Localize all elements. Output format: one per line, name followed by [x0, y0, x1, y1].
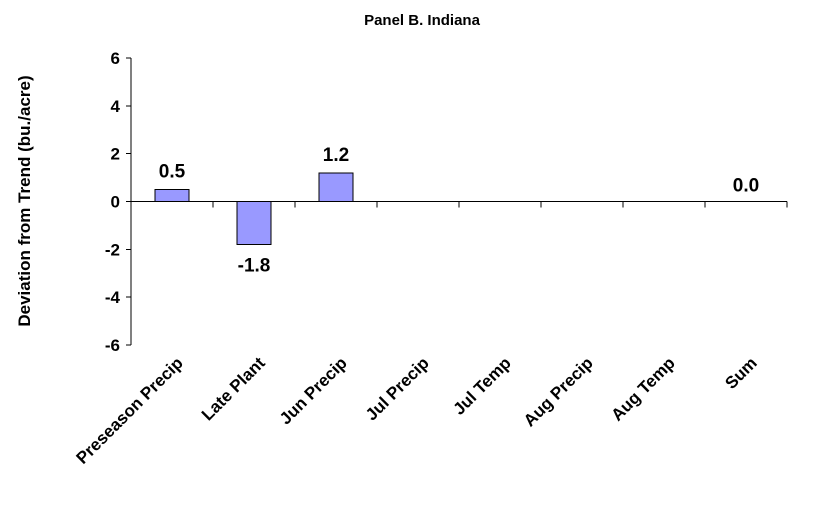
- x-tick-label: Jul Precip: [362, 353, 433, 424]
- x-tick-label: Jun Precip: [276, 353, 351, 428]
- y-tick-label: 6: [111, 49, 120, 68]
- y-tick-label: 0: [111, 193, 120, 212]
- data-label: 0.5: [159, 162, 186, 183]
- y-tick-label: -6: [105, 336, 120, 355]
- data-labels: 0.5 -1.8 1.2 0.0: [159, 145, 759, 277]
- bars: [154, 172, 354, 246]
- bar: [236, 201, 272, 246]
- y-tick-label: 2: [111, 145, 120, 164]
- x-tick-label: Aug Temp: [608, 353, 679, 424]
- y-axis-label: Deviation from Trend (bu./acre): [15, 75, 34, 326]
- x-tick-label: Late Plant: [198, 353, 269, 424]
- chart-title: Panel B. Indiana: [364, 12, 481, 29]
- x-tick-label: Aug Precip: [520, 353, 597, 430]
- y-tick-label: -2: [105, 240, 120, 259]
- x-tick-label: Preseason Precip: [72, 353, 186, 467]
- bar: [318, 172, 354, 203]
- y-tick-label: 4: [111, 97, 121, 116]
- bar: [154, 189, 190, 203]
- y-tick-label: -4: [105, 288, 121, 307]
- x-tick-label: Jul Temp: [450, 353, 515, 418]
- data-label: 0.0: [733, 176, 759, 197]
- data-label: -1.8: [238, 256, 271, 277]
- data-label: 1.2: [323, 145, 349, 166]
- x-tick-label: Sum: [721, 353, 760, 392]
